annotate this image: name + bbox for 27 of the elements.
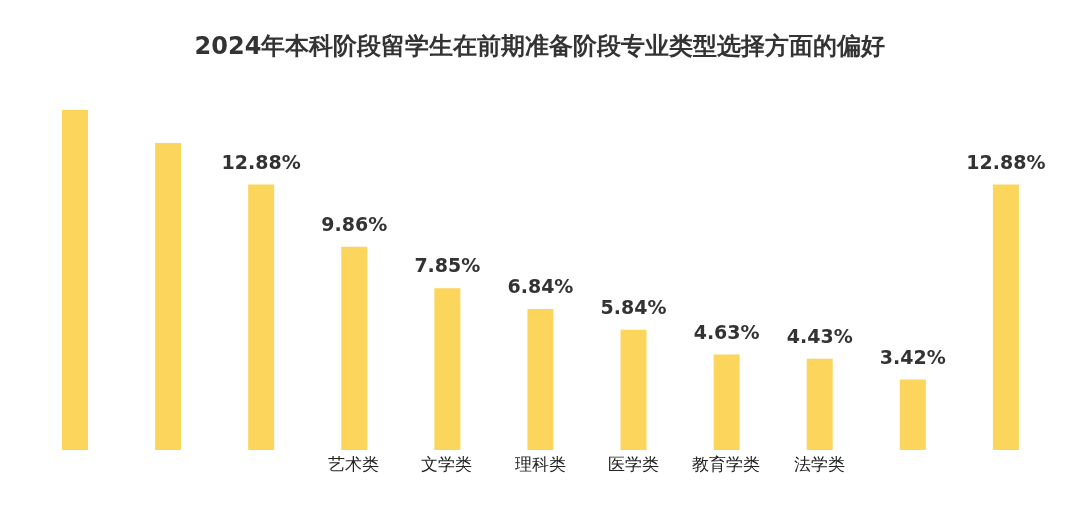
bar [62, 110, 88, 450]
x-tick-label: 医学类 [607, 454, 659, 475]
x-tick-label: 教育学类 [692, 454, 761, 475]
bar [155, 142, 182, 450]
bar [248, 184, 275, 450]
bar [527, 309, 554, 450]
data-label: 12.88% [221, 150, 301, 173]
bar [899, 379, 926, 450]
data-label: 5.84% [600, 295, 667, 318]
x-tick-label: 艺术类 [328, 454, 380, 475]
bar [620, 329, 647, 450]
data-label: 12.88% [966, 150, 1046, 173]
data-label: 3.42% [879, 345, 946, 368]
bar [341, 246, 368, 450]
data-label: 6.84% [507, 275, 574, 298]
bar [806, 358, 833, 450]
data-label: 4.63% [693, 320, 760, 343]
chart-title: 2024年本科阶段留学生在前期准备阶段专业类型选择方面的偏好 [193, 31, 887, 62]
bar [992, 184, 1019, 450]
data-label: 4.43% [786, 324, 853, 347]
x-tick-label: 理科类 [514, 454, 566, 475]
bar [434, 288, 461, 450]
x-tick-label: 法学类 [793, 454, 845, 475]
bar [713, 354, 740, 450]
data-label: 9.86% [321, 212, 388, 235]
x-tick-label: 文学类 [421, 454, 473, 475]
data-label: 7.85% [414, 254, 481, 277]
